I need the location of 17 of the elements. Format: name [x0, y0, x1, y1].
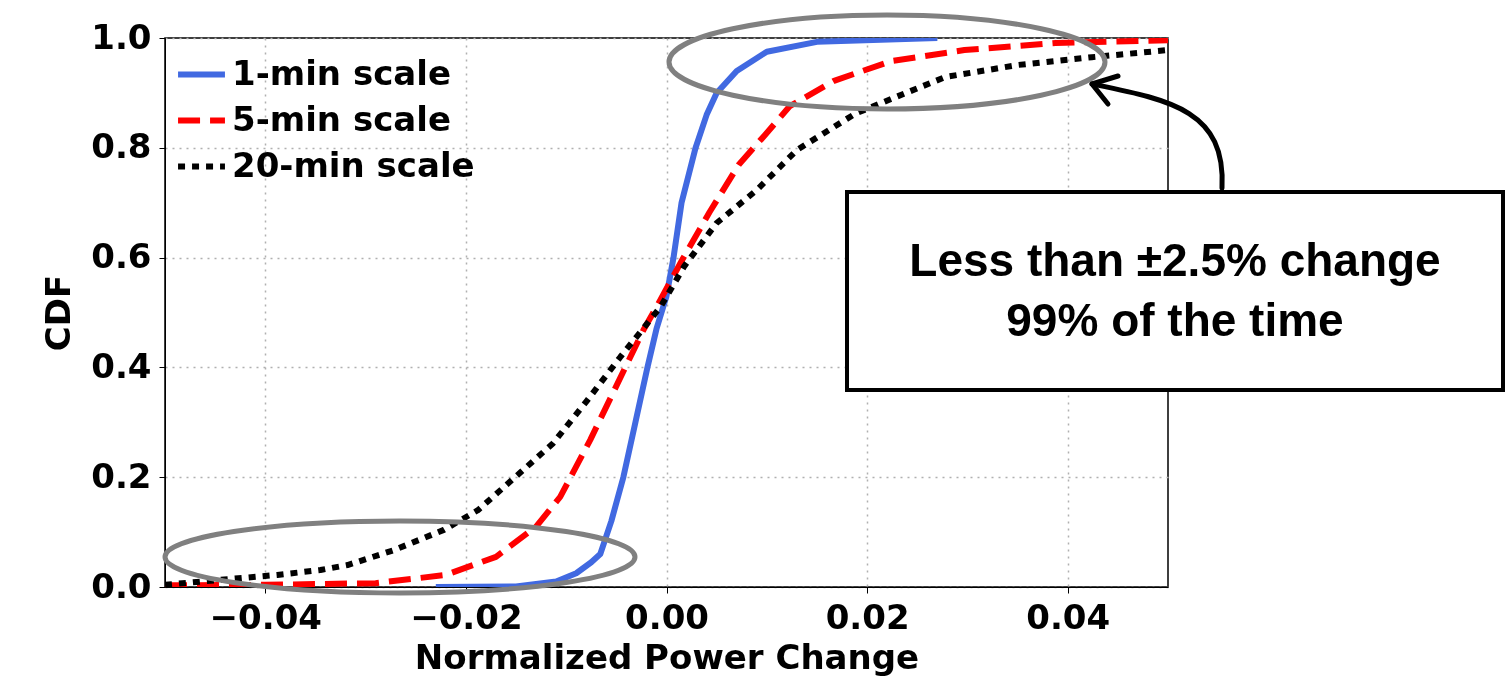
legend-label: 5-min scale: [232, 98, 451, 139]
legend-label: 1-min scale: [232, 52, 451, 93]
legend-label: 20-min scale: [232, 144, 475, 185]
x-tick-label: 0.02: [825, 596, 910, 637]
x-tick-label: 0.04: [1026, 596, 1111, 637]
y-tick-label: 0.2: [91, 455, 152, 496]
y-tick-label: 0.8: [91, 126, 152, 167]
x-tick-label: −0.04: [209, 596, 322, 637]
y-tick-label: 0.0: [91, 565, 152, 606]
x-tick-label: 0.00: [625, 596, 709, 637]
y-axis-title: CDF: [38, 274, 79, 352]
y-tick-label: 0.4: [91, 345, 152, 386]
y-tick-label: 1.0: [91, 16, 152, 57]
annotation: Less than ±2.5% change 99% of the time: [845, 190, 1505, 392]
x-axis-title: Normalized Power Change: [414, 636, 920, 677]
y-tick-label: 0.6: [91, 236, 152, 277]
x-tick-label: −0.02: [410, 596, 523, 637]
